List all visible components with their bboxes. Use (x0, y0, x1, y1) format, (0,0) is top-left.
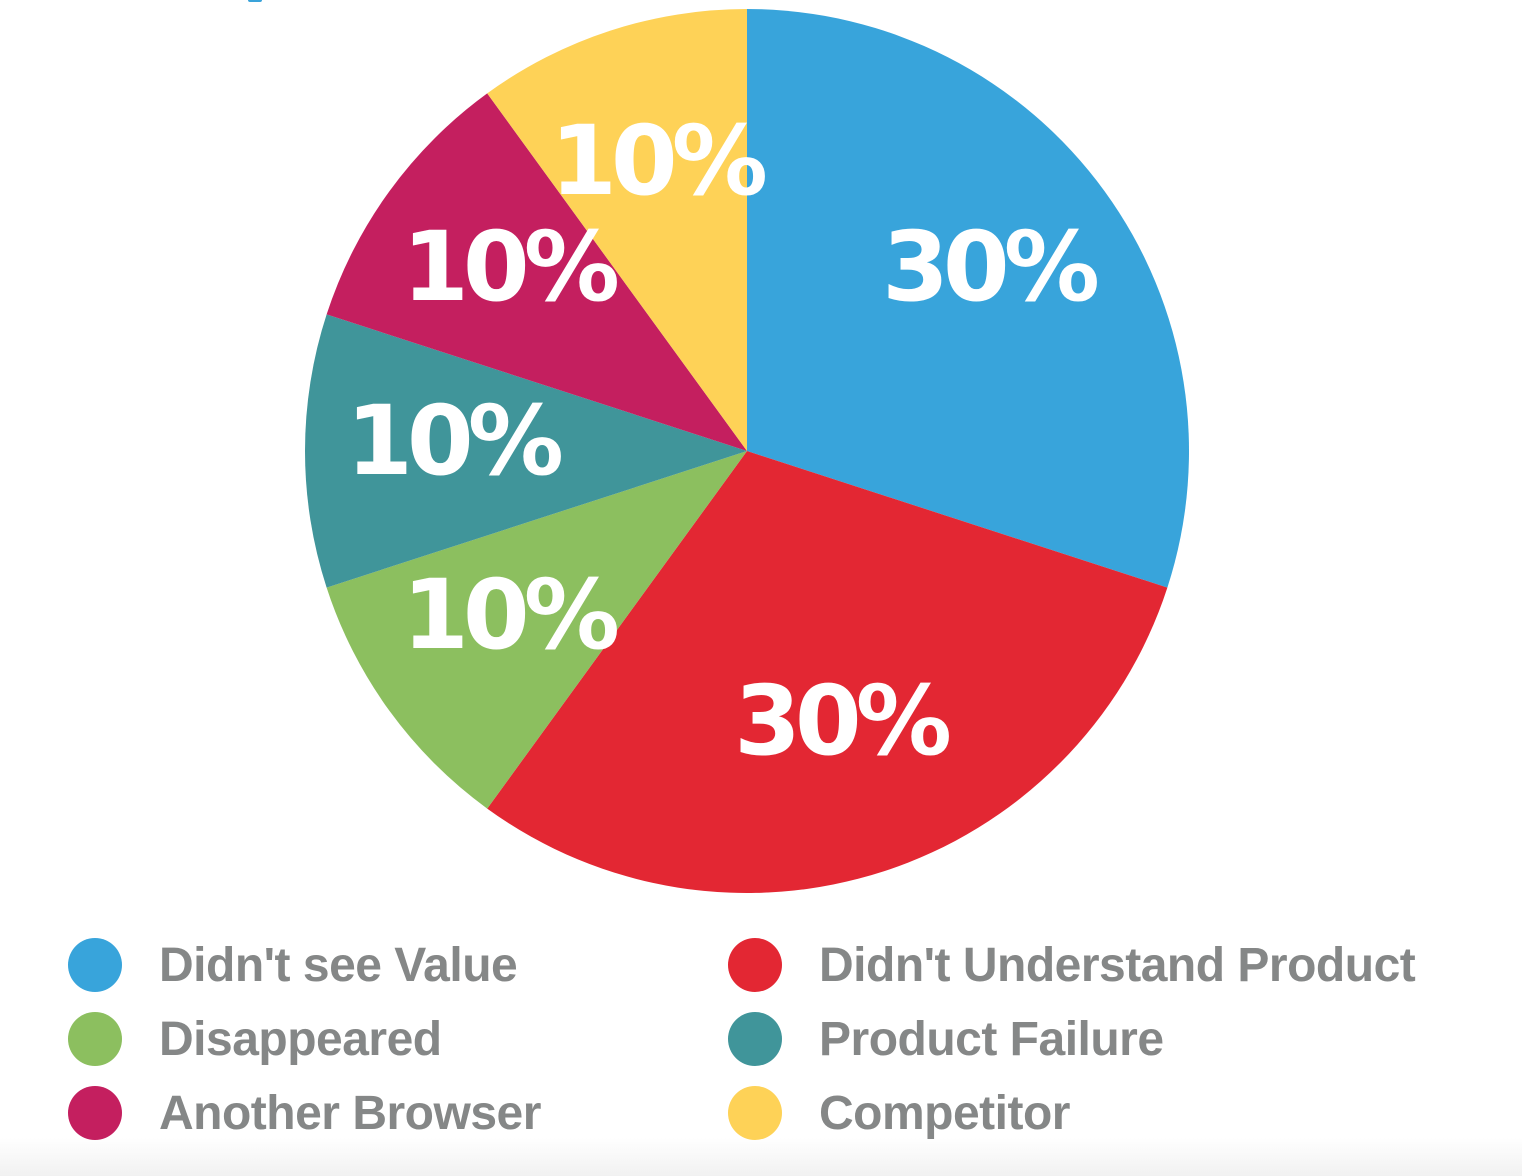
slice-label-competitor: 10% (550, 105, 766, 217)
legend-swatch-red-icon (728, 938, 782, 992)
legend-item-product-failure: Product Failure (728, 1009, 1164, 1069)
legend-swatch-yellow-icon (728, 1086, 782, 1140)
chart-legend: Didn't see Value Didn't Understand Produ… (0, 935, 1522, 1140)
legend-swatch-green-icon (68, 1012, 122, 1066)
legend-swatch-magenta-icon (68, 1086, 122, 1140)
pie-slice-didn-t-understand-product (487, 451, 1168, 894)
legend-item-competitor: Competitor (728, 1083, 1070, 1143)
slice-label-another-browser: 10% (402, 211, 618, 323)
pie-slice-disappeared (326, 451, 747, 809)
legend-label: Product Failure (819, 1012, 1164, 1066)
legend-label: Competitor (819, 1086, 1070, 1140)
legend-item-didnt-understand-product: Didn't Understand Product (728, 935, 1416, 995)
slice-label-product-failure: 10% (346, 385, 562, 497)
legend-label: Didn't Understand Product (819, 938, 1416, 992)
legend-item-didnt-see-value: Didn't see Value (68, 935, 518, 995)
pie-chart: 30% 30% 10% 10% 10% 10% (304, 9, 1190, 894)
title-fragment (248, 0, 262, 2)
pie-slice-product-failure (304, 314, 747, 588)
pie-slice-didn-t-see-value (747, 9, 1190, 588)
slice-label-didnt-see-value: 30% (882, 211, 1098, 323)
pie-slices (304, 9, 1190, 894)
legend-swatch-blue-icon (68, 938, 122, 992)
legend-swatch-teal-icon (728, 1012, 782, 1066)
legend-item-another-browser: Another Browser (68, 1083, 541, 1143)
legend-item-disappeared: Disappeared (68, 1009, 442, 1069)
legend-label: Didn't see Value (159, 938, 518, 992)
slice-label-disappeared: 10% (402, 559, 618, 671)
legend-label: Another Browser (159, 1086, 541, 1140)
pie-slice-another-browser (326, 93, 747, 451)
legend-label: Disappeared (159, 1012, 442, 1066)
slice-label-didnt-understand-product: 30% (734, 665, 950, 777)
pie-slice-competitor (487, 9, 747, 451)
